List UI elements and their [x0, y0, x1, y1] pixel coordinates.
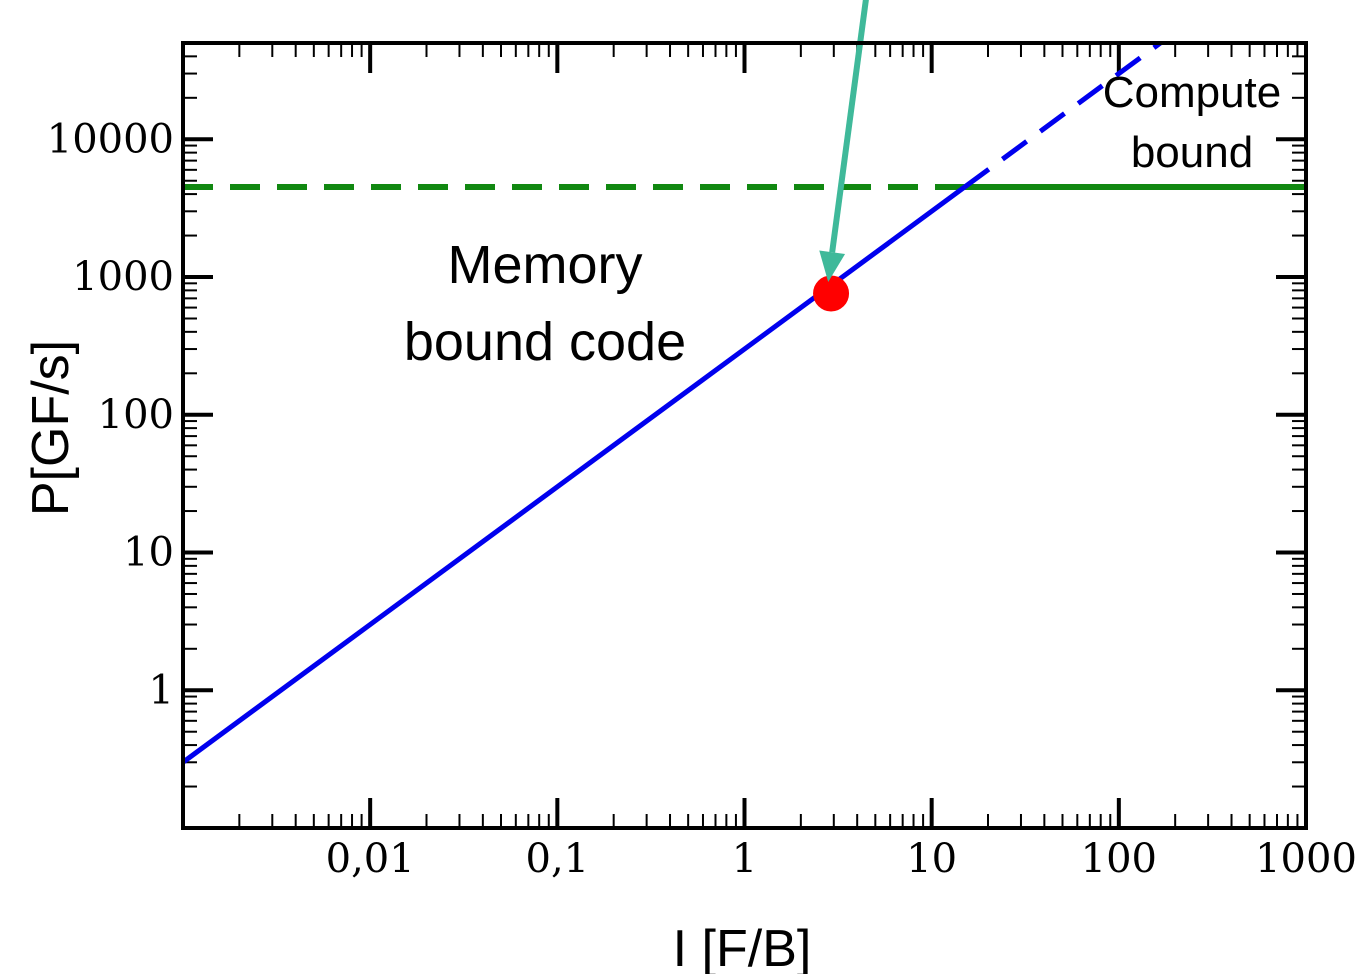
- series-layer: [183, 43, 1306, 765]
- x-tick-label: 0,1: [526, 836, 590, 882]
- y-tick-label: 1: [149, 667, 174, 713]
- x-tick-label: 1: [732, 836, 757, 882]
- arrow-shaft: [829, 0, 869, 253]
- y-tick-label: 1000: [72, 254, 174, 300]
- x-tick-label: 1000: [1255, 836, 1357, 882]
- memory-bound-label-line2: bound code: [404, 312, 686, 372]
- x-axis-title: I [F/B]: [673, 920, 812, 974]
- arrow-layer: [819, 0, 869, 283]
- y-axis-title: P[GF/s]: [22, 340, 80, 516]
- compute-bound-label-line2: bound: [1131, 128, 1253, 177]
- x-tick-label: 100: [1081, 836, 1157, 882]
- y-tick-label: 100: [98, 392, 174, 438]
- y-tick-label: 10: [123, 530, 174, 576]
- y-tick-label: 10000: [47, 116, 174, 162]
- minor-ticks: [183, 43, 1306, 828]
- x-tick-label: 0,01: [326, 836, 415, 882]
- bandwidth-roof-dashed-line: [963, 43, 1165, 190]
- compute-bound-label-line1: Compute: [1103, 68, 1282, 117]
- x-tick-labels: 0,01 0,1 1 10 100 1000: [326, 836, 1357, 882]
- plot-frame: [181, 41, 1308, 830]
- major-ticks: [183, 43, 1308, 828]
- measured-point: [813, 275, 850, 312]
- memory-bound-label-line1: Memory: [447, 235, 642, 295]
- y-tick-labels: 1 10 100 1000 10000: [47, 116, 174, 713]
- x-tick-label: 10: [906, 836, 957, 882]
- arrow-head: [819, 250, 846, 283]
